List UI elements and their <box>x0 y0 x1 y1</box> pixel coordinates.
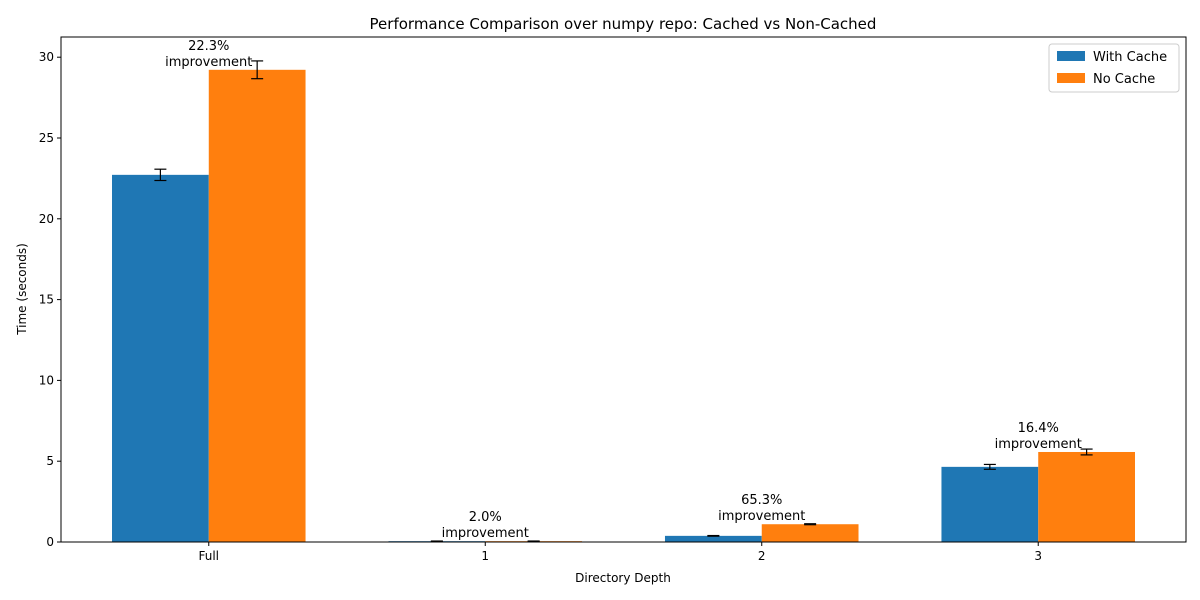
x-axis-ticks: Full 1 2 3 <box>199 542 1042 563</box>
error-bars-layer <box>154 60 1093 542</box>
y-tick-label: 0 <box>46 535 54 549</box>
annotation-percent-3: 16.4% <box>1018 421 1059 436</box>
y-tick-label: 15 <box>39 293 54 307</box>
y-tick-label: 10 <box>39 373 54 387</box>
y-tick-label: 5 <box>46 454 54 468</box>
bar-no-cache-3 <box>1038 451 1135 542</box>
legend-label-with-cache: With Cache <box>1093 50 1167 65</box>
bar-with-cache-2 <box>664 535 762 542</box>
error-bar-with-cache-full <box>154 168 167 182</box>
annotation-percent-1: 2.0% <box>469 510 502 525</box>
y-tick-label: 25 <box>39 131 54 145</box>
error-bar-no-cache-3 <box>1080 448 1093 456</box>
legend: With Cache No Cache <box>1048 43 1180 93</box>
legend-swatch-with-cache <box>1057 51 1085 61</box>
bars-layer <box>112 69 1135 543</box>
annotation-label-1: improvement <box>442 526 529 541</box>
annotation-label-3: improvement <box>995 437 1082 452</box>
plot-frame <box>60 36 1187 543</box>
annotation-label-2: improvement <box>718 509 805 524</box>
x-tick-label: 2 <box>758 549 766 563</box>
bar-no-cache-2 <box>761 524 859 542</box>
x-axis-label: Directory Depth <box>575 571 671 585</box>
y-axis-ticks: 0 5 10 15 20 25 30 <box>39 50 61 549</box>
y-axis-label: Time (seconds) <box>15 243 29 336</box>
error-bar-no-cache-2 <box>804 523 817 526</box>
bar-with-cache-3 <box>941 466 1039 542</box>
y-tick-label: 30 <box>39 50 54 64</box>
bar-no-cache-full <box>208 69 306 542</box>
x-tick-label: 1 <box>481 549 489 563</box>
annotation-percent-full: 22.3% <box>188 39 229 54</box>
annotations-layer: 22.3%improvement2.0%improvement65.3%impr… <box>165 39 1082 541</box>
bar-with-cache-full <box>112 174 209 543</box>
annotation-label-full: improvement <box>165 55 252 70</box>
legend-swatch-no-cache <box>1057 73 1085 83</box>
error-bar-with-cache-2 <box>707 534 720 537</box>
legend-label-no-cache: No Cache <box>1093 72 1155 87</box>
error-bar-with-cache-3 <box>983 463 996 470</box>
annotation-percent-2: 65.3% <box>741 493 782 508</box>
error-bar-no-cache-full <box>251 60 264 80</box>
chart-title: Performance Comparison over numpy repo: … <box>370 15 877 33</box>
x-tick-label: Full <box>199 549 220 563</box>
y-tick-label: 20 <box>39 212 54 226</box>
x-tick-label: 3 <box>1034 549 1042 563</box>
